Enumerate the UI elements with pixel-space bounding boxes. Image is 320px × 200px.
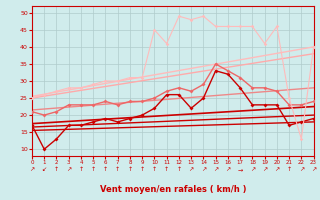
X-axis label: Vent moyen/en rafales ( km/h ): Vent moyen/en rafales ( km/h ) xyxy=(100,185,246,194)
